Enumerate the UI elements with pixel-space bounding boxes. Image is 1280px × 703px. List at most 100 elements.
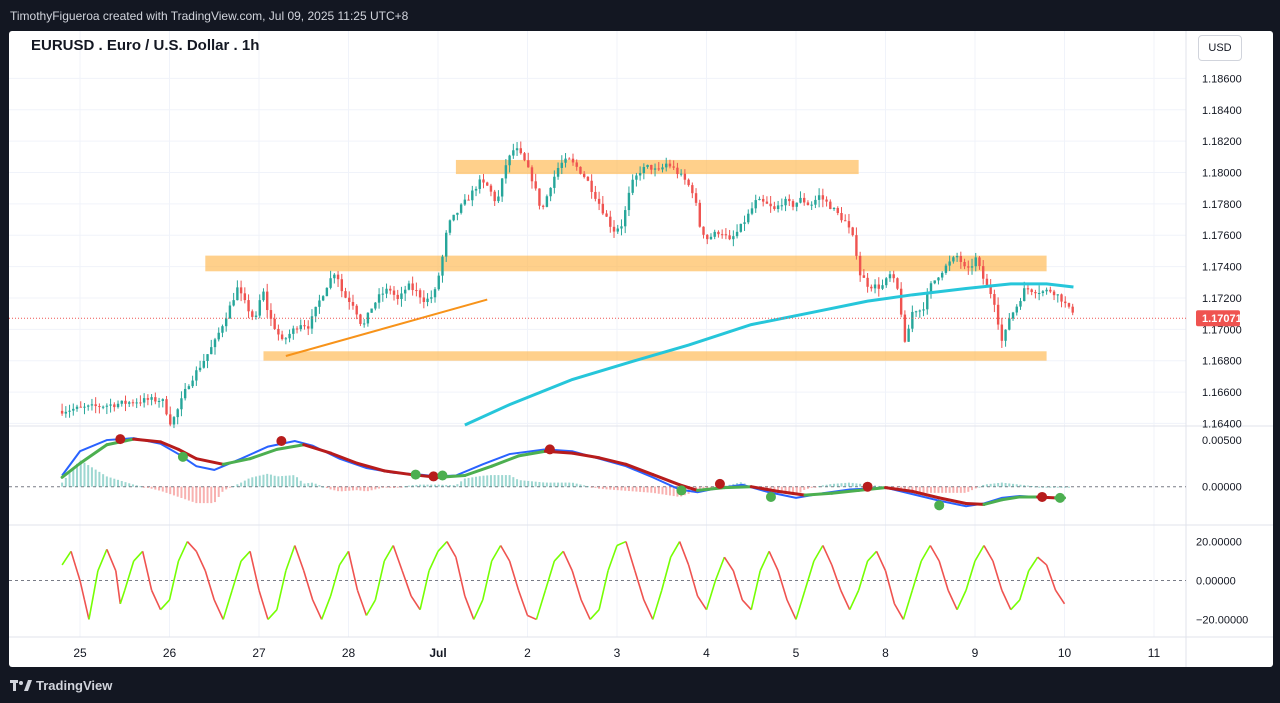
macd-histogram-bar <box>76 463 79 487</box>
candle <box>788 194 791 206</box>
macd-histogram-bar <box>855 483 858 487</box>
candle <box>780 198 784 211</box>
candle-body <box>430 297 433 299</box>
signal-line-segment <box>221 457 252 466</box>
candle-body <box>258 300 261 316</box>
candle <box>280 330 284 341</box>
support-resistance-zones[interactable] <box>205 159 1047 361</box>
candle <box>866 273 869 293</box>
candle-body <box>620 226 623 229</box>
upper-zone <box>455 159 859 175</box>
symbol-title[interactable]: EURUSD . Euro / U.S. Dollar . 1h <box>31 37 260 54</box>
candle-body <box>810 204 813 206</box>
candle-body <box>180 398 183 410</box>
top-bar: TimothyFigueroa created with TradingView… <box>0 0 1280 31</box>
oscillator-segment <box>177 541 189 562</box>
macd-histogram-bar <box>971 486 974 491</box>
candle-body <box>575 162 578 167</box>
candle <box>508 154 511 173</box>
time-axis-label: Jul <box>429 646 446 660</box>
candle-body <box>899 288 903 315</box>
candle-body <box>586 176 590 181</box>
candle-body <box>142 398 146 403</box>
chart-panel[interactable]: 1.18600 1.18400 1.18200 1.18000 1.17800 1.176… <box>9 31 1273 667</box>
macd-histogram-bar <box>657 486 660 494</box>
macd-histogram-bar <box>877 485 880 487</box>
candle-body <box>717 231 720 235</box>
candle <box>486 181 489 186</box>
oscillator-axis-label: 20.00000 <box>1196 537 1242 549</box>
macd-histogram-bar <box>654 486 657 494</box>
candle <box>616 224 619 234</box>
macd-histogram-bar <box>956 486 959 493</box>
oscillator-segment <box>88 570 99 620</box>
oscillator-pane[interactable] <box>9 540 1186 621</box>
candle-body <box>795 202 798 207</box>
macd-histogram-bar <box>508 475 511 487</box>
candle <box>821 188 825 208</box>
candle-body <box>471 190 474 201</box>
candle <box>273 313 276 331</box>
macd-histogram-bar <box>407 485 410 487</box>
price-axis-label: 1.17600 <box>1202 230 1242 242</box>
oscillator-segment <box>294 545 305 572</box>
candle-body <box>724 234 728 236</box>
macd-histogram-bar <box>396 486 399 488</box>
macd-histogram-bar <box>564 482 567 487</box>
signal-line-segment <box>159 440 180 451</box>
oscillator-segment <box>732 570 744 601</box>
candle <box>418 288 422 304</box>
chart-canvas[interactable]: 1.18600 1.18400 1.18200 1.18000 1.17800 1.176… <box>9 31 1273 667</box>
macd-histogram-bar <box>206 486 209 504</box>
price-axis[interactable]: 1.18600 1.18400 1.18200 1.18000 1.17800 1.176… <box>1196 73 1248 626</box>
candle-body <box>605 213 608 217</box>
macd-histogram-bar <box>944 486 947 493</box>
price-candles[interactable] <box>60 141 1074 429</box>
macd-pane[interactable] <box>9 434 1186 511</box>
candle <box>702 226 705 239</box>
macd-histogram-bar <box>478 476 481 487</box>
macd-histogram-bar <box>165 486 168 493</box>
oscillator-segment <box>965 560 976 591</box>
candle <box>530 165 534 189</box>
candle-body <box>985 278 989 285</box>
macd-histogram-bar <box>1045 486 1048 488</box>
grid-lines <box>9 31 1273 667</box>
macd-histogram-bar <box>1060 486 1063 488</box>
candle-body <box>120 400 123 404</box>
macd-histogram-bar <box>792 486 795 496</box>
candle <box>761 194 765 207</box>
macd-histogram-bar <box>340 486 343 492</box>
macd-histogram-bar <box>225 486 228 490</box>
candle-body <box>239 287 243 294</box>
oscillator-segment <box>1018 570 1030 601</box>
time-axis-label: 2 <box>524 646 531 660</box>
candle <box>314 306 317 323</box>
candle-body <box>344 291 347 298</box>
candle-body <box>836 207 839 214</box>
candle-body <box>903 314 907 342</box>
macd-histogram-bar <box>997 483 1000 487</box>
macd-histogram-bar <box>530 481 533 487</box>
candle <box>120 400 123 407</box>
macd-histogram-bar <box>1019 484 1022 487</box>
candle-body <box>556 167 560 177</box>
oscillator-segment <box>455 556 466 597</box>
macd-histogram-bar <box>124 482 127 487</box>
oscillator-segment <box>374 560 386 601</box>
macd-histogram-bar <box>959 486 962 493</box>
currency-selector[interactable]: USD <box>1198 35 1242 61</box>
candle-body <box>523 153 526 161</box>
bullish-cross-marker <box>177 451 188 462</box>
candle-body <box>579 166 582 174</box>
candle-body <box>362 323 366 325</box>
candle <box>1052 289 1056 301</box>
macd-histogram-bar <box>1038 486 1041 488</box>
macd-histogram-bar <box>389 486 392 488</box>
macd-histogram-bar <box>158 486 161 491</box>
candle <box>698 199 701 228</box>
time-axis[interactable]: 25 26 27 28 Jul 2 3 4 5 8 9 10 11 <box>73 646 1160 660</box>
tradingview-logo[interactable]: TradingView <box>10 678 112 693</box>
candle <box>1004 329 1007 347</box>
price-overlays[interactable] <box>9 282 1186 427</box>
